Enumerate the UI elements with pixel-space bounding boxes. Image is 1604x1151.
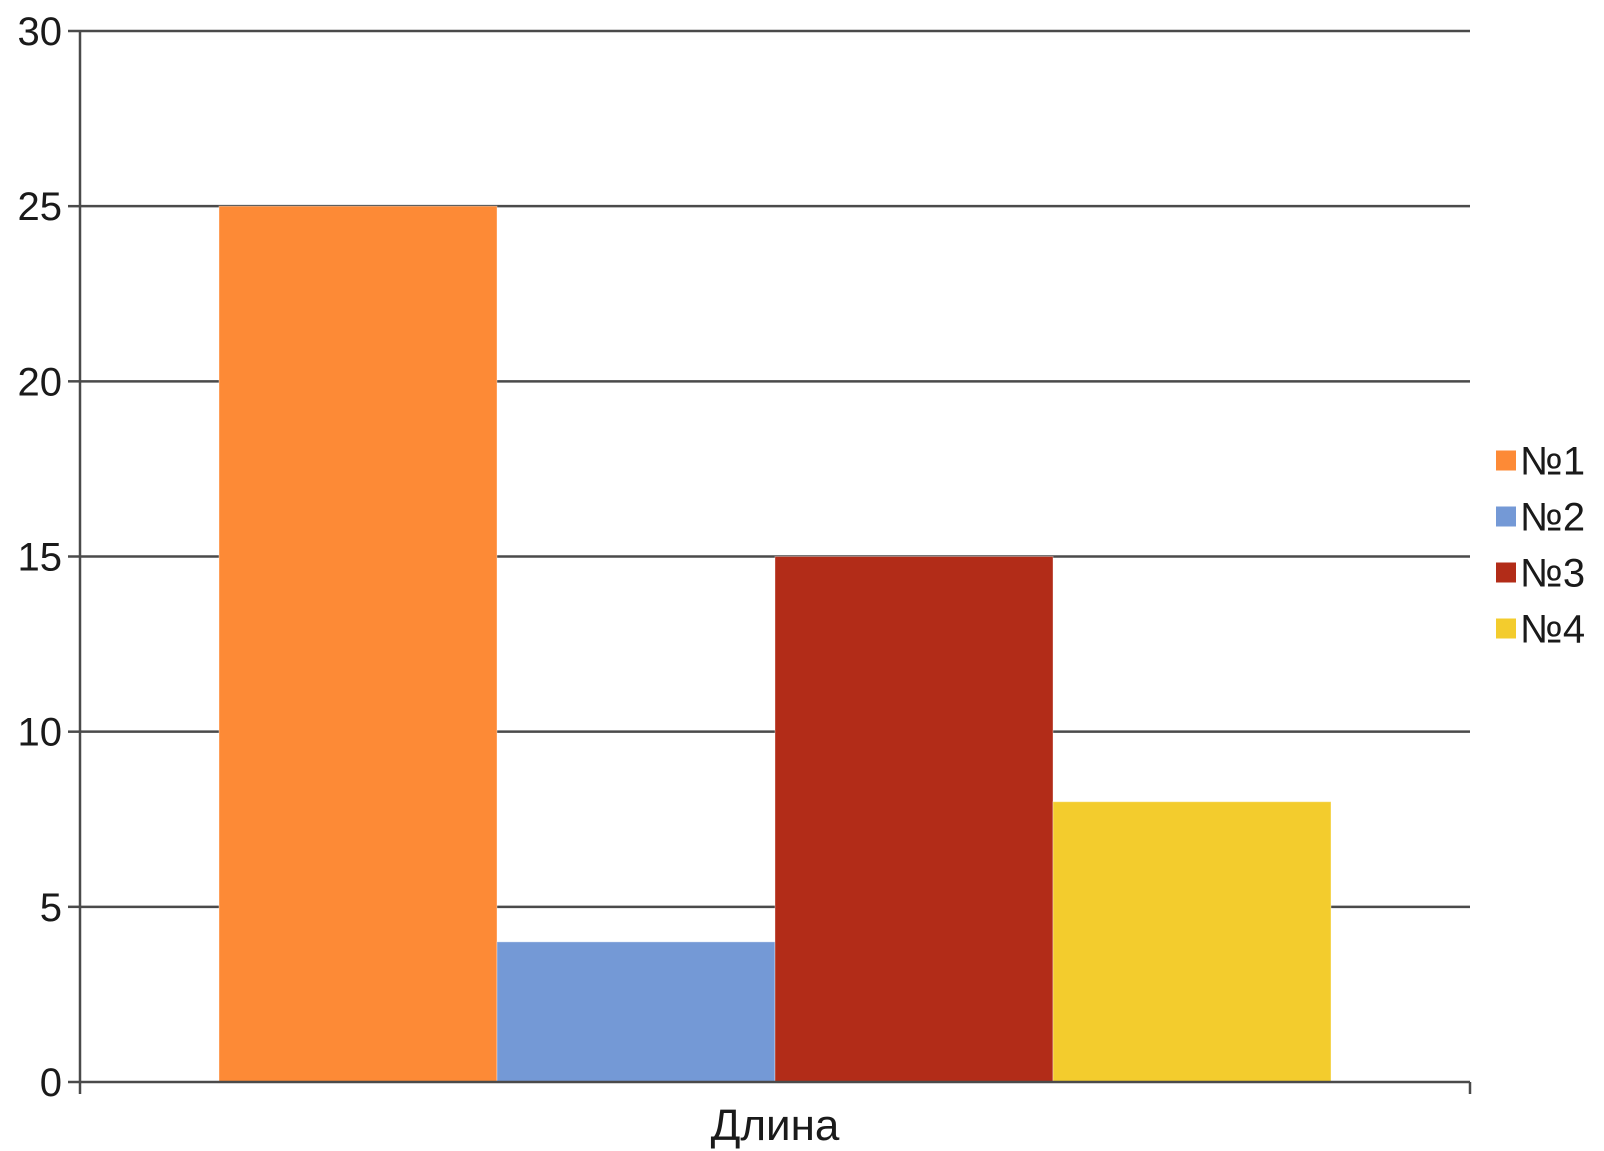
y-tick-label: 30	[18, 10, 63, 54]
legend-item: №3	[1496, 552, 1585, 596]
axes	[68, 29, 1472, 1094]
legend-item: №2	[1496, 496, 1585, 540]
y-tick-label: 15	[18, 536, 63, 580]
legend: №1 №2 №3 №4	[1496, 440, 1585, 652]
legend-swatch	[1496, 618, 1516, 639]
y-tick-label: 0	[40, 1061, 62, 1105]
legend-item: №1	[1496, 440, 1585, 484]
y-tick-label: 5	[40, 886, 62, 930]
y-tick-label: 25	[18, 185, 63, 229]
legend-label: №2	[1520, 496, 1585, 540]
y-tick-label: 10	[18, 711, 63, 755]
y-tick-labels: 0 5 10 15 20 25 30	[18, 10, 63, 1105]
y-tick-label: 20	[18, 360, 63, 404]
bar-series-1	[218, 205, 498, 1083]
bars	[218, 205, 1332, 1083]
legend-swatch	[1496, 450, 1516, 471]
legend-label: №3	[1520, 552, 1585, 596]
legend-label: №4	[1520, 608, 1585, 652]
bar-series-3	[774, 556, 1054, 1083]
bar-series-4	[1052, 801, 1332, 1083]
x-category-label: Длина	[711, 1101, 840, 1150]
legend-swatch	[1496, 506, 1516, 527]
x-category-labels: Длина	[711, 1101, 840, 1150]
legend-swatch	[1496, 562, 1516, 583]
legend-label: №1	[1520, 440, 1585, 484]
legend-item: №4	[1496, 608, 1585, 652]
bar-series-2	[496, 941, 776, 1083]
